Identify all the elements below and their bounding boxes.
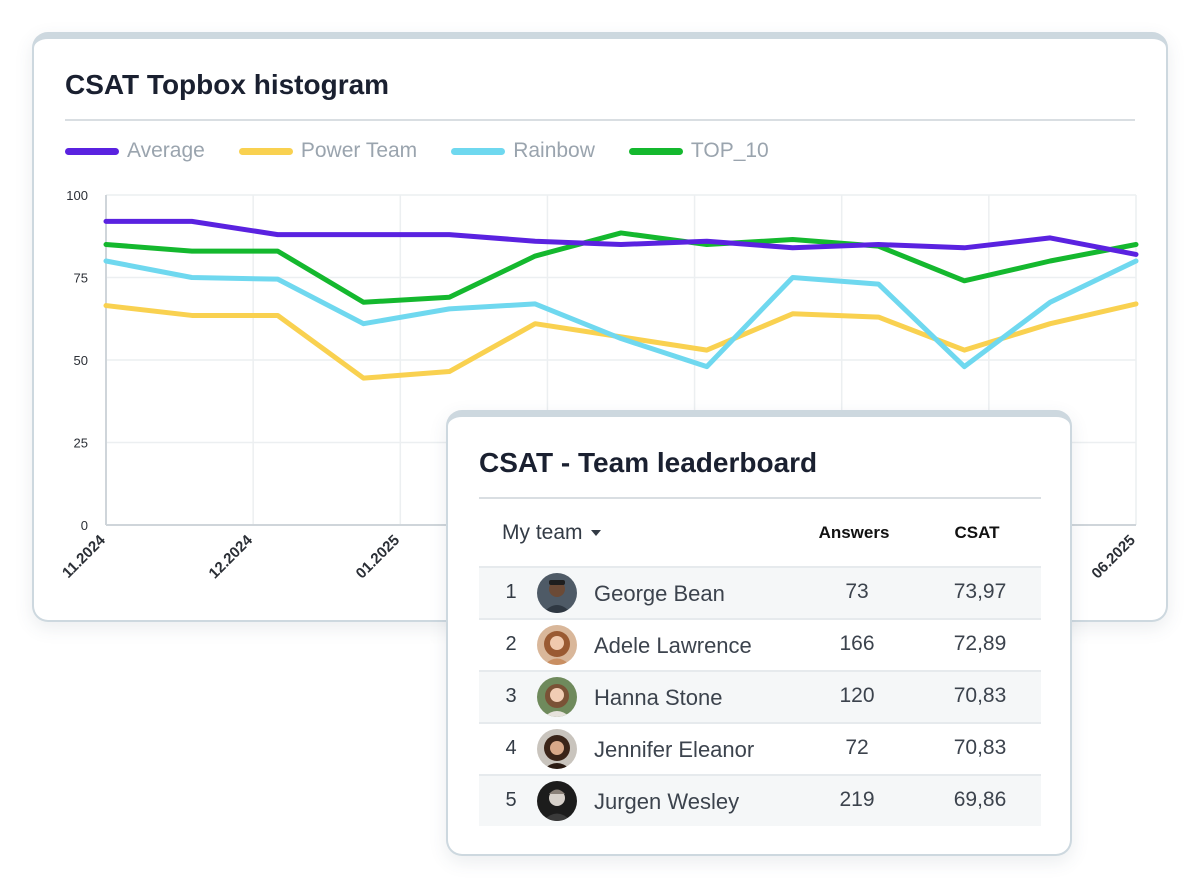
x-tick-label: 06.2025 xyxy=(1088,532,1138,582)
column-header-csat[interactable]: CSAT xyxy=(954,523,1000,542)
rank: 1 xyxy=(505,581,517,603)
leaderboard-divider xyxy=(479,497,1041,499)
column-header-answers[interactable]: Answers xyxy=(818,523,890,542)
chart-legend: Average Power Team Rainbow TOP_10 xyxy=(65,139,769,163)
csat-score: 73,97 xyxy=(953,580,1007,603)
x-tick-label: 11.2024 xyxy=(59,531,109,581)
answers-count: 166 xyxy=(839,632,875,655)
rank: 4 xyxy=(505,737,517,759)
series-line-top-10 xyxy=(103,230,1139,305)
leaderboard-title: CSAT - Team leaderboard xyxy=(479,447,818,478)
table-row[interactable]: 3 Hanna Stone 120 70,83 xyxy=(479,670,1041,722)
chart-title: CSAT Topbox histogram xyxy=(65,69,390,100)
team-dropdown[interactable]: My team xyxy=(502,521,601,545)
y-tick-label: 25 xyxy=(74,436,88,451)
leaderboard-card: CSAT - Team leaderboard My team Answers … xyxy=(446,410,1072,856)
answers-count: 73 xyxy=(845,580,869,603)
answers-count: 120 xyxy=(839,684,875,707)
answers-count: 72 xyxy=(845,736,869,759)
y-tick-label: 0 xyxy=(81,518,88,533)
legend-swatch-top-10 xyxy=(628,147,683,155)
legend-label-rainbow: Rainbow xyxy=(513,139,595,162)
y-tick-label: 50 xyxy=(74,353,88,368)
legend-swatch-average xyxy=(65,147,119,155)
avatar xyxy=(537,625,577,665)
csat-score: 70,83 xyxy=(953,684,1007,707)
legend-swatch-rainbow xyxy=(451,147,506,155)
table-row[interactable]: 5 Jurgen Wesley 219 69,86 xyxy=(479,774,1041,826)
answers-count: 219 xyxy=(839,788,875,811)
avatar xyxy=(537,729,577,769)
team-dropdown-label: My team xyxy=(502,521,583,544)
x-tick-label: 12.2024 xyxy=(206,531,257,582)
legend-item-power-team[interactable]: Power Team xyxy=(238,139,418,163)
person-name: George Bean xyxy=(594,581,725,606)
y-tick-label: 100 xyxy=(66,188,88,203)
caret-down-icon xyxy=(590,530,601,536)
leaderboard-table: 1 George Bean 73 73,97 2 Adele Lawrence … xyxy=(479,566,1041,826)
x-tick-label: 01.2025 xyxy=(353,532,403,582)
person-name: Jurgen Wesley xyxy=(594,789,740,814)
avatar xyxy=(537,573,577,613)
legend-label-average: Average xyxy=(127,139,205,162)
csat-score: 69,86 xyxy=(953,788,1007,811)
table-row[interactable]: 4 Jennifer Eleanor 72 70,83 xyxy=(479,722,1041,774)
csat-score: 70,83 xyxy=(953,736,1007,759)
rank: 3 xyxy=(505,685,517,707)
legend-item-rainbow[interactable]: Rainbow xyxy=(451,139,595,163)
legend-item-average[interactable]: Average xyxy=(65,139,205,163)
legend-label-top-10: TOP_10 xyxy=(690,139,769,162)
rank: 5 xyxy=(505,789,517,811)
avatar xyxy=(537,677,577,717)
person-name: Hanna Stone xyxy=(594,685,723,710)
legend-swatch-power-team xyxy=(238,147,293,155)
table-row[interactable]: 1 George Bean 73 73,97 xyxy=(479,566,1041,618)
rank: 2 xyxy=(505,633,517,655)
avatar xyxy=(537,781,577,821)
legend-label-power-team: Power Team xyxy=(300,139,418,162)
series-line-rainbow xyxy=(103,258,1139,370)
title-divider xyxy=(65,119,1135,121)
csat-score: 72,89 xyxy=(953,632,1007,655)
legend-item-top-10[interactable]: TOP_10 xyxy=(628,139,769,163)
y-tick-label: 75 xyxy=(74,271,88,286)
series-line-average xyxy=(103,218,1139,257)
person-name: Adele Lawrence xyxy=(594,633,752,658)
table-row[interactable]: 2 Adele Lawrence 166 72,89 xyxy=(479,618,1041,670)
person-name: Jennifer Eleanor xyxy=(594,737,755,762)
